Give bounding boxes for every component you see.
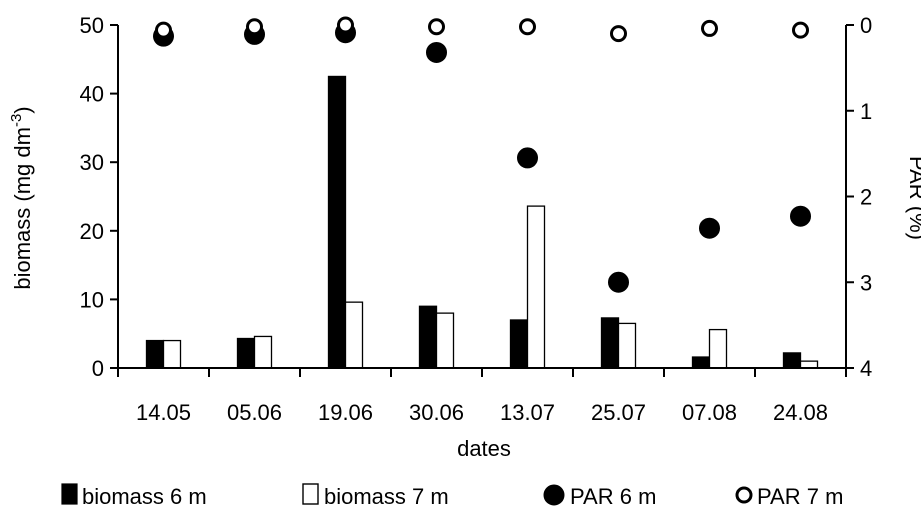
- marker-par-7-m-13.07: [519, 18, 536, 36]
- bar-biomass-6-m-25.07: [600, 317, 620, 369]
- bar-biomass-7-m-30.06: [435, 312, 455, 369]
- y-left-tick-label: 20: [80, 219, 104, 244]
- y-right-tick-label: 4: [860, 356, 872, 381]
- bar-biomass-7-m-07.08: [708, 328, 728, 369]
- bar-biomass-6-m-05.06: [236, 337, 256, 369]
- bar-biomass-6-m-13.07: [509, 319, 529, 369]
- x-tick-label-30.06: 30.06: [409, 400, 464, 425]
- axes-group: 0 10 20 30 40 50 0 1 2 3 4 14.05 05.06 19.06 30.06 13.0…: [80, 13, 873, 425]
- legend-item-biomass-7m: biomass 7 m: [302, 483, 449, 509]
- bar-biomass-6-m-19.06: [327, 75, 347, 369]
- legend-marker-par-6m: [543, 484, 565, 506]
- bar-biomass-7-m-05.06: [253, 335, 273, 369]
- y-right-tick-label: 1: [860, 99, 872, 124]
- marker-par-7-m-30.06: [428, 18, 445, 36]
- y-left-tick-label: 10: [80, 287, 104, 312]
- marker-par-6-m-07.08: [699, 217, 720, 239]
- marker-par-7-m-25.07: [610, 25, 627, 43]
- x-tick-label-25.07: 25.07: [591, 400, 646, 425]
- bar-biomass-6-m-14.05: [145, 339, 165, 369]
- y-left-tick-label: 50: [80, 13, 104, 38]
- x-tick-label-07.08: 07.08: [682, 400, 737, 425]
- legend-label-biomass-7m: biomass 7 m: [324, 484, 449, 509]
- marker-par-7-m-14.05: [155, 21, 172, 39]
- x-tick-label-05.06: 05.06: [227, 400, 282, 425]
- bar-biomass-7-m-13.07: [526, 205, 546, 369]
- bar-biomass-7-m-19.06: [344, 301, 364, 369]
- marker-par-6-m-24.08: [790, 205, 811, 227]
- y-left-tick-label: 40: [80, 82, 104, 107]
- marker-par-7-m-19.06: [337, 16, 354, 34]
- marker-par-6-m-13.07: [517, 147, 538, 169]
- legend-item-par-6m: PAR 6 m: [543, 484, 656, 509]
- bar-biomass-7-m-25.07: [617, 322, 637, 369]
- x-tick-label-19.06: 19.06: [318, 400, 373, 425]
- x-tick-label-13.07: 13.07: [500, 400, 555, 425]
- legend-label-par-6m: PAR 6 m: [570, 484, 656, 509]
- x-axis-title: dates: [457, 436, 511, 461]
- markers-group: [153, 16, 811, 293]
- marker-par-7-m-07.08: [701, 19, 718, 37]
- x-tick-label-24.08: 24.08: [773, 400, 828, 425]
- legend-swatch-biomass-6m: [61, 483, 78, 505]
- marker-par-6-m-30.06: [426, 41, 447, 63]
- bar-biomass-7-m-24.08: [799, 360, 819, 369]
- y-left-tick-label: 30: [80, 150, 104, 175]
- bars-group: [145, 75, 819, 369]
- bar-biomass-6-m-24.08: [782, 352, 802, 369]
- bar-biomass-6-m-07.08: [691, 356, 711, 369]
- y-axis-left-title: biomass (mg dm-3): [8, 106, 35, 289]
- bar-biomass-6-m-30.06: [418, 305, 438, 369]
- legend-label-par-7m: PAR 7 m: [757, 484, 843, 509]
- marker-par-7-m-05.06: [246, 18, 263, 36]
- marker-par-7-m-24.08: [792, 21, 809, 39]
- y-right-tick-label: 2: [860, 185, 872, 210]
- x-tick-label-14.05: 14.05: [136, 400, 191, 425]
- y-left-tick-label: 0: [92, 356, 104, 381]
- legend-item-par-7m: PAR 7 m: [735, 484, 843, 509]
- legend-item-biomass-6m: biomass 6 m: [61, 483, 207, 509]
- marker-par-6-m-25.07: [608, 271, 629, 293]
- legend: biomass 6 m biomass 7 m PAR 6 m PAR 7 m: [61, 483, 843, 509]
- legend-marker-par-7m: [735, 486, 753, 504]
- y-axis-right-title: PAR (%): [905, 156, 921, 240]
- y-right-tick-label: 3: [860, 270, 872, 295]
- legend-swatch-biomass-7m: [302, 483, 319, 505]
- y-right-tick-label: 0: [860, 13, 872, 38]
- bar-biomass-7-m-14.05: [162, 339, 182, 369]
- legend-label-biomass-6m: biomass 6 m: [82, 484, 207, 509]
